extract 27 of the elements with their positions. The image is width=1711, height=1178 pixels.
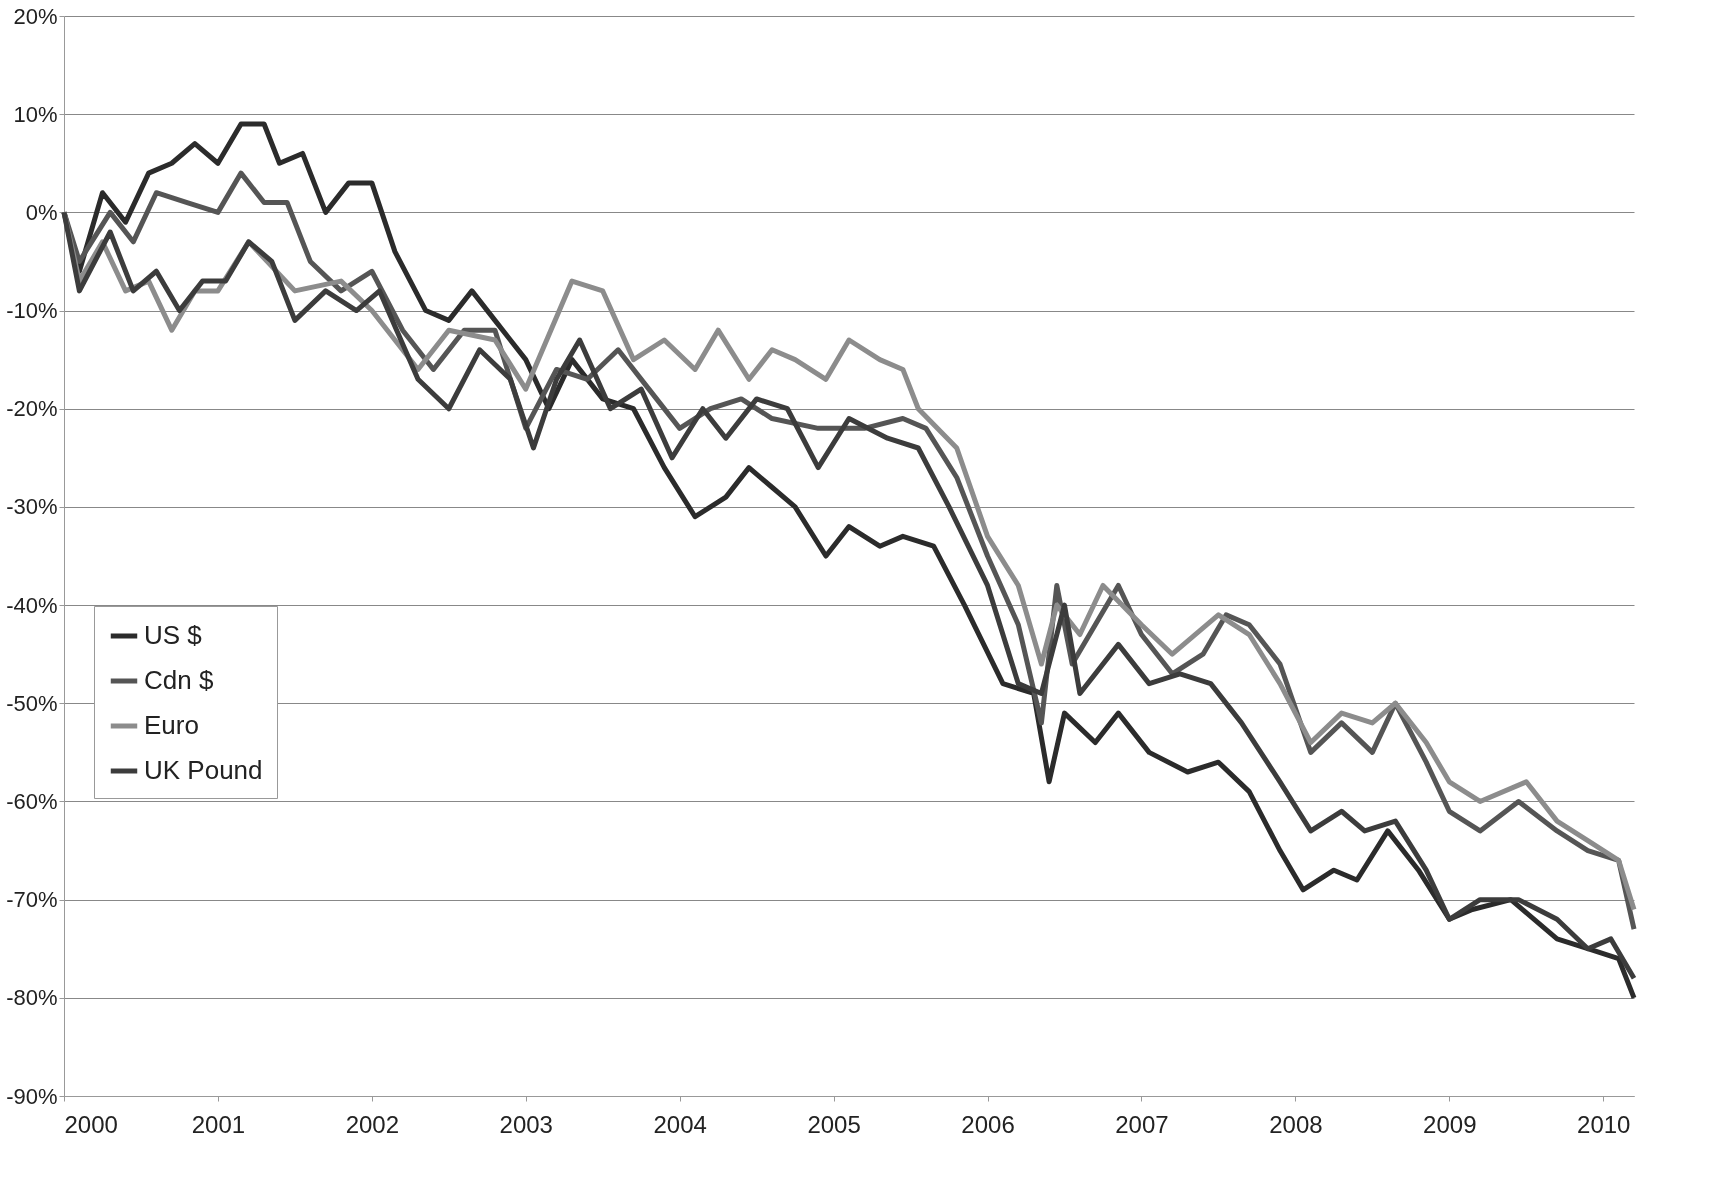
legend-label: Euro (144, 710, 199, 740)
y-tick-label: -20% (6, 396, 58, 422)
y-tick-label: -70% (6, 887, 58, 913)
x-tick-label: 2007 (1115, 1110, 1169, 1138)
x-tick-label: 2008 (1269, 1110, 1323, 1138)
y-tick-label: 20% (13, 3, 58, 29)
y-tick-label: 0% (25, 199, 58, 225)
x-tick-label: 2000 (64, 1110, 118, 1138)
x-tick-label: 2002 (345, 1110, 400, 1138)
y-tick-label: -40% (6, 592, 58, 618)
legend-label: Cdn $ (144, 665, 214, 695)
x-tick-label: 2005 (807, 1110, 861, 1138)
y-tick-label: -90% (6, 1083, 58, 1109)
y-tick-label: -80% (6, 985, 58, 1011)
x-tick-label: 2010 (1577, 1110, 1631, 1138)
x-tick-label: 2004 (653, 1110, 707, 1138)
y-tick-label: -50% (6, 690, 58, 716)
y-tick-label: 10% (13, 101, 58, 127)
y-tick-label: -10% (6, 298, 58, 324)
x-tick-label: 2009 (1423, 1110, 1477, 1138)
x-tick-label: 2003 (499, 1110, 553, 1138)
legend-label: US $ (144, 620, 203, 650)
y-tick-label: -30% (6, 494, 58, 520)
legend-label: UK Pound (144, 755, 263, 785)
x-tick-label: 2001 (191, 1110, 246, 1138)
x-tick-label: 2006 (961, 1110, 1015, 1138)
y-tick-label: -60% (6, 788, 58, 814)
